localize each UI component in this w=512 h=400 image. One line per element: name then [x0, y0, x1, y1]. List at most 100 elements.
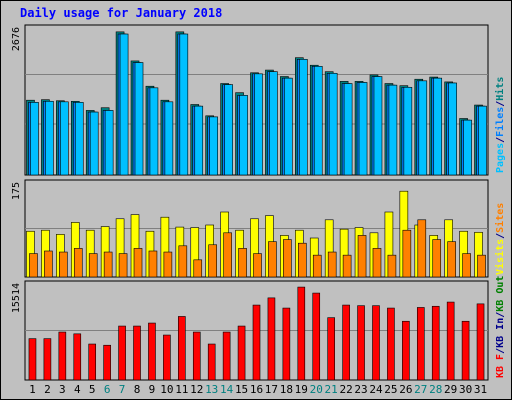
x-tick-label-19: 19: [295, 383, 308, 396]
bar-hits-pages-21: [328, 72, 338, 176]
bar-visits-sites-19: [298, 242, 307, 278]
x-tick-label-9: 9: [149, 383, 156, 396]
bar-hits-pages-1: [30, 102, 39, 176]
bar-hits-pages-20: [313, 66, 323, 176]
bar-hits-pages-11: [179, 33, 189, 176]
bar-kbytes-kb-f-13: [207, 343, 216, 381]
bar-visits-sites-25: [387, 254, 397, 278]
bar-hits-pages-8: [134, 62, 144, 176]
bar-hits-pages-18: [284, 77, 293, 176]
bar-visits-sites-10: [163, 251, 173, 278]
chart-panels: 2676 Pages/Files/Hits 175 Visits/Sites 15514…: [11, 24, 506, 381]
bar-visits-sites-11: [178, 245, 188, 278]
bar-hits-pages-25: [388, 84, 398, 176]
x-tick-label-25: 25: [384, 383, 397, 396]
legend-entry-visits-2: Sites: [494, 203, 506, 233]
y-max-label-hits: 2676: [11, 27, 22, 51]
bar-hits-pages-30: [463, 119, 472, 176]
bar-visits-sites-8: [133, 248, 143, 278]
bar-kbytes-kb-f-9: [148, 322, 156, 381]
x-tick-label-16: 16: [250, 383, 263, 396]
x-axis-tick-labels: 1 2 3 4 5 6 7 8 9 10 11 12 13 14 15 16 17 18 19 20 21 22 23 24 2…: [29, 383, 487, 396]
x-tick-label-4: 4: [74, 383, 81, 396]
x-tick-label-20: 20: [310, 383, 323, 396]
bar-kbytes-kb-f-29: [446, 301, 455, 381]
panel-hits: 2676 Pages/Files/Hits: [11, 24, 506, 176]
legend-entry-kbytes-0: KB F: [495, 354, 506, 378]
legend-visits: Visits/Sites: [494, 203, 506, 275]
bar-kbytes-kb-f-23: [357, 305, 365, 381]
bar-hits-pages-6: [104, 110, 114, 176]
x-tick-label-15: 15: [235, 383, 248, 396]
legend-kbytes: KB F/KB In/KB Out: [495, 276, 506, 378]
bar-visits-sites-22: [342, 254, 352, 278]
bar-kbytes-kb-f-16: [252, 304, 261, 381]
legend-entry-kbytes-1: /: [495, 348, 506, 354]
x-tick-label-29: 29: [444, 383, 457, 396]
x-tick-label-8: 8: [134, 383, 141, 396]
bar-kbytes-kb-f-4: [73, 333, 82, 381]
bar-hits-pages-29: [448, 82, 457, 176]
bar-kbytes-kb-f-3: [58, 331, 67, 381]
bar-kbytes-kb-f-5: [88, 343, 97, 381]
legend-hits: Pages/Files/Hits: [494, 77, 506, 173]
bar-hits-pages-24: [373, 76, 383, 176]
bar-hits-pages-7: [119, 33, 129, 176]
bar-kbytes-kb-f-20: [312, 292, 321, 381]
bar-kbytes-kb-f-21: [327, 317, 335, 381]
bar-hits-pages-9: [149, 87, 159, 176]
bar-kbytes-kb-f-30: [461, 320, 470, 381]
legend-entry-visits-1: /: [495, 233, 506, 239]
x-tick-label-3: 3: [59, 383, 66, 396]
bar-hits-pages-3: [60, 101, 69, 176]
x-tick-label-1: 1: [29, 383, 36, 396]
bar-kbytes-kb-f-11: [178, 316, 186, 381]
x-tick-label-12: 12: [190, 383, 203, 396]
bar-hits-pages-27: [418, 80, 428, 176]
x-tick-label-13: 13: [205, 383, 218, 396]
x-tick-label-26: 26: [399, 383, 412, 396]
bar-visits-sites-2: [44, 250, 53, 278]
bar-visits-sites-3: [59, 251, 68, 278]
legend-entry-hits-3: /: [495, 101, 506, 107]
x-tick-label-24: 24: [369, 383, 383, 396]
bar-hits-pages-26: [403, 86, 413, 176]
bar-kbytes-kb-f-14: [222, 331, 231, 381]
legend-entry-hits-1: /: [495, 137, 506, 143]
bar-kbytes-kb-f-25: [387, 307, 395, 381]
bar-hits-pages-17: [269, 71, 278, 176]
legend-entry-hits-4: Hits: [494, 77, 506, 101]
bar-kbytes-kb-f-12: [192, 331, 201, 381]
bar-visits-sites-1: [29, 253, 38, 278]
bar-kbytes-kb-f-24: [372, 305, 380, 381]
legend-entry-kbytes-2: KB In: [495, 318, 506, 348]
bar-visits-sites-20: [312, 254, 322, 278]
bar-hits-pages-2: [45, 100, 54, 176]
bar-visits-sites-12: [193, 259, 203, 278]
bar-hits-pages-22: [343, 83, 353, 176]
bar-visits-sites-29: [447, 241, 456, 278]
bar-hits-pages-14: [224, 84, 233, 176]
x-tick-label-2: 2: [44, 383, 51, 396]
bar-visits-sites-27: [417, 219, 427, 278]
bar-kbytes-kb-f-27: [416, 307, 425, 381]
bar-visits-sites-5: [88, 253, 98, 278]
bar-kbytes-kb-f-31: [476, 303, 485, 381]
bar-kbytes-kb-f-10: [163, 334, 171, 381]
bar-visits-sites-24: [372, 248, 382, 278]
x-tick-label-27: 27: [414, 383, 427, 396]
bar-hits-pages-12: [194, 105, 204, 176]
y-max-label-visits: 175: [11, 182, 22, 200]
bar-visits-sites-31: [477, 254, 486, 278]
bar-visits-sites-18: [283, 239, 292, 278]
bar-hits-pages-5: [89, 111, 99, 176]
legend-entry-hits-2: Files: [494, 107, 506, 137]
bar-visits-sites-17: [268, 241, 277, 278]
x-tick-label-14: 14: [220, 383, 234, 396]
legend-entry-kbytes-4: KB Out: [495, 276, 506, 312]
bar-kbytes-kb-f-19: [297, 286, 306, 381]
x-tick-label-23: 23: [354, 383, 367, 396]
y-max-label-kbytes: 15514: [11, 283, 22, 313]
bar-visits-sites-23: [357, 235, 367, 278]
bar-visits-sites-13: [208, 244, 217, 278]
